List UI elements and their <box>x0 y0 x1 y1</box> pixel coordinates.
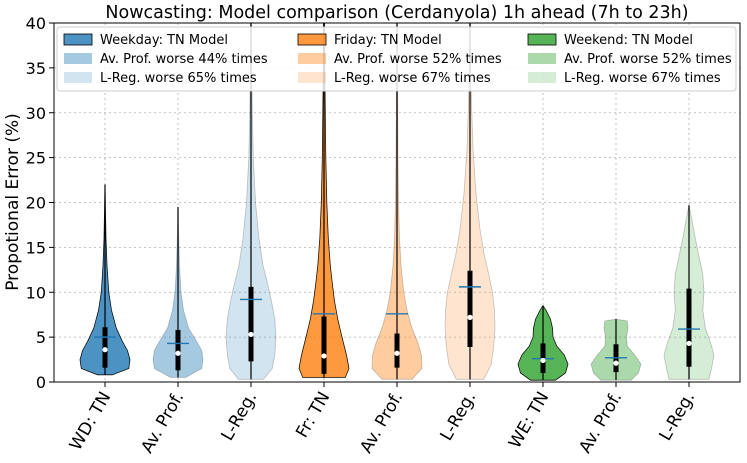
plot-frame <box>53 22 741 383</box>
legend-swatch <box>298 53 326 64</box>
x-tick-label: WD: TN <box>66 389 115 455</box>
legend-label: Av. Prof. worse 52% times <box>334 52 502 67</box>
legend-swatch <box>528 53 556 64</box>
legend-label: Weekday: TN Model <box>100 33 228 48</box>
x-tick-label: L-Reg. <box>656 389 700 445</box>
y-tick-label: 30 <box>26 104 46 123</box>
legend-label: Friday: TN Model <box>334 33 442 48</box>
violin-median-dot <box>540 357 546 364</box>
legend-label: Weekend: TN Model <box>564 33 693 48</box>
legend-box <box>56 26 737 92</box>
y-axis: 0 5 10 15 20 25 30 35 40 <box>26 14 54 392</box>
legend-swatch <box>298 72 326 83</box>
legend-label: L-Reg. worse 65% times <box>100 71 257 86</box>
y-tick-label: 35 <box>26 59 46 78</box>
legend-swatch <box>527 33 557 46</box>
violin-median-dot <box>248 331 254 338</box>
x-axis: WD: TN Av. Prof. L-Reg. Fr: TN Av. Prof. L-Re… <box>66 382 699 457</box>
y-tick-label: 25 <box>26 149 46 168</box>
legend-label: Av. Prof. worse 44% times <box>100 52 268 67</box>
violin-median-dot <box>467 314 473 320</box>
violin-median-dot <box>175 350 181 356</box>
violin-median-dot <box>102 347 108 353</box>
violin-median-dot <box>321 353 327 359</box>
y-tick-label: 10 <box>26 283 46 302</box>
legend-label: L-Reg. worse 67% times <box>334 71 491 86</box>
legend-swatch <box>297 33 327 46</box>
legend-swatch <box>64 53 92 64</box>
chart-title: Nowcasting: Model comparison (Cerdanyola… <box>105 3 688 23</box>
y-tick-label: 15 <box>26 238 46 257</box>
violin-median-dot <box>613 360 619 366</box>
legend-label: L-Reg. worse 67% times <box>564 71 721 86</box>
y-axis-label: Propotional Error (%) <box>3 113 23 291</box>
legend-swatch <box>63 33 93 46</box>
x-tick-label: WE: TN <box>505 389 553 453</box>
x-tick-label: Av. Prof. <box>137 389 188 457</box>
x-tick-label: Av. Prof. <box>575 389 626 457</box>
y-tick-label: 20 <box>26 194 46 213</box>
y-tick-label: 0 <box>36 373 46 392</box>
legend-swatch <box>64 72 92 83</box>
x-tick-label: Fr: TN <box>292 389 334 442</box>
violin-median-dot <box>686 340 692 347</box>
x-tick-label: L-Reg. <box>437 389 481 445</box>
legend: Weekday: TN Model Av. Prof. worse 44% tim… <box>56 26 737 92</box>
x-tick-label: Av. Prof. <box>356 389 407 457</box>
violins <box>79 22 715 381</box>
y-tick-label: 5 <box>36 328 46 347</box>
x-tick-label: L-Reg. <box>218 389 262 445</box>
legend-label: Av. Prof. worse 52% times <box>564 52 732 67</box>
violin-median-dot <box>394 350 400 356</box>
y-tick-label: 40 <box>26 14 46 33</box>
legend-swatch <box>528 72 556 83</box>
